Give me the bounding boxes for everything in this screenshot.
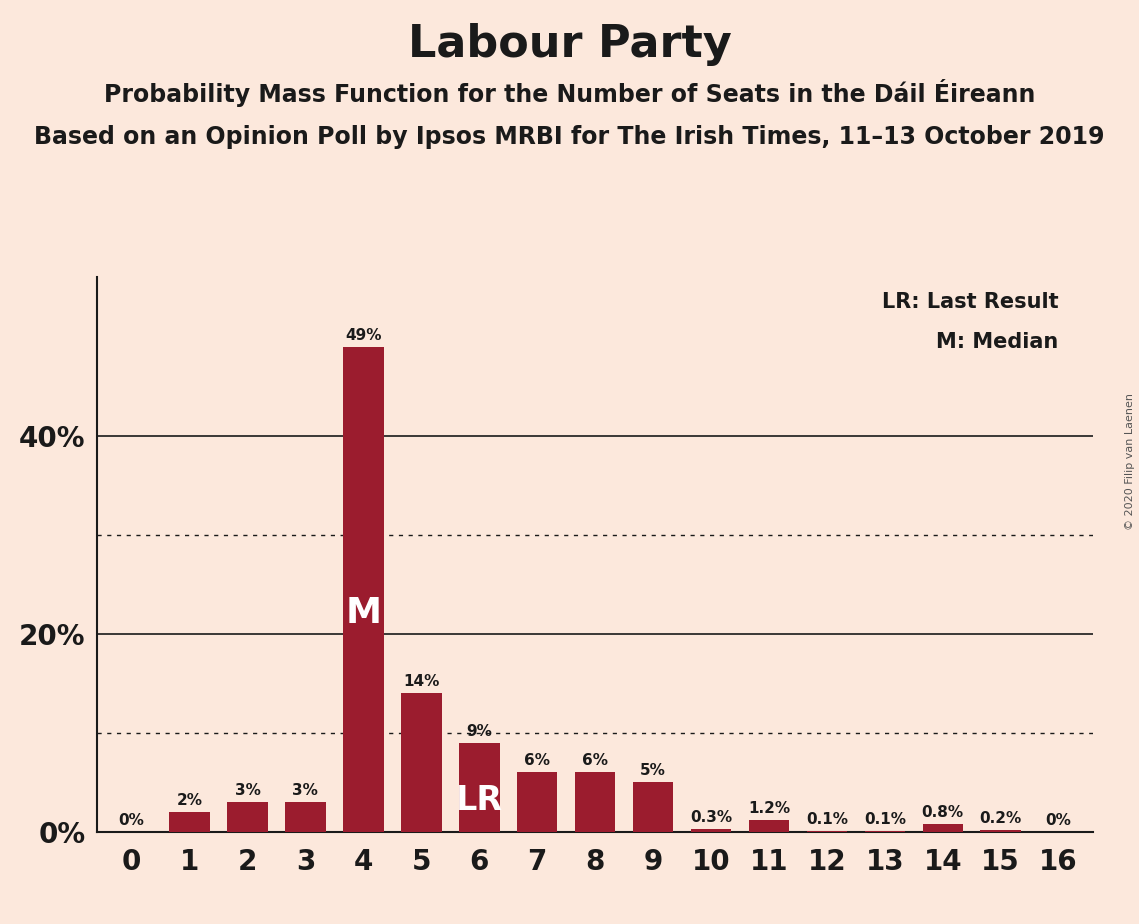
Bar — [633, 782, 673, 832]
Bar — [343, 346, 384, 832]
Bar — [227, 802, 268, 832]
Text: Labour Party: Labour Party — [408, 23, 731, 67]
Bar — [170, 812, 210, 832]
Bar — [806, 831, 847, 832]
Bar — [923, 823, 964, 832]
Text: 14%: 14% — [403, 674, 440, 689]
Text: 0.1%: 0.1% — [806, 811, 847, 827]
Bar — [575, 772, 615, 832]
Text: 1.2%: 1.2% — [748, 801, 790, 816]
Bar — [401, 693, 442, 832]
Text: 0.3%: 0.3% — [690, 809, 732, 824]
Text: M: Median: M: Median — [936, 332, 1058, 352]
Bar — [981, 830, 1021, 832]
Text: M: M — [345, 596, 382, 630]
Text: LR: Last Result: LR: Last Result — [882, 292, 1058, 312]
Text: 3%: 3% — [235, 783, 261, 798]
Text: 3%: 3% — [293, 783, 318, 798]
Text: 0%: 0% — [118, 812, 145, 828]
Text: Probability Mass Function for the Number of Seats in the Dáil Éireann: Probability Mass Function for the Number… — [104, 79, 1035, 106]
Text: 0.8%: 0.8% — [921, 805, 964, 820]
Text: 0%: 0% — [1046, 812, 1072, 828]
Text: 6%: 6% — [524, 753, 550, 768]
Bar — [865, 831, 906, 832]
Text: 0.2%: 0.2% — [980, 810, 1022, 826]
Text: Based on an Opinion Poll by Ipsos MRBI for The Irish Times, 11–13 October 2019: Based on an Opinion Poll by Ipsos MRBI f… — [34, 125, 1105, 149]
Text: 49%: 49% — [345, 327, 382, 343]
Text: 6%: 6% — [582, 753, 608, 768]
Bar — [690, 829, 731, 832]
Bar — [459, 743, 500, 832]
Bar — [285, 802, 326, 832]
Text: 2%: 2% — [177, 793, 203, 808]
Bar — [748, 820, 789, 832]
Bar — [517, 772, 557, 832]
Text: LR: LR — [456, 784, 502, 817]
Text: 0.1%: 0.1% — [863, 811, 906, 827]
Text: 5%: 5% — [640, 763, 666, 778]
Text: 9%: 9% — [466, 723, 492, 738]
Text: © 2020 Filip van Laenen: © 2020 Filip van Laenen — [1125, 394, 1134, 530]
